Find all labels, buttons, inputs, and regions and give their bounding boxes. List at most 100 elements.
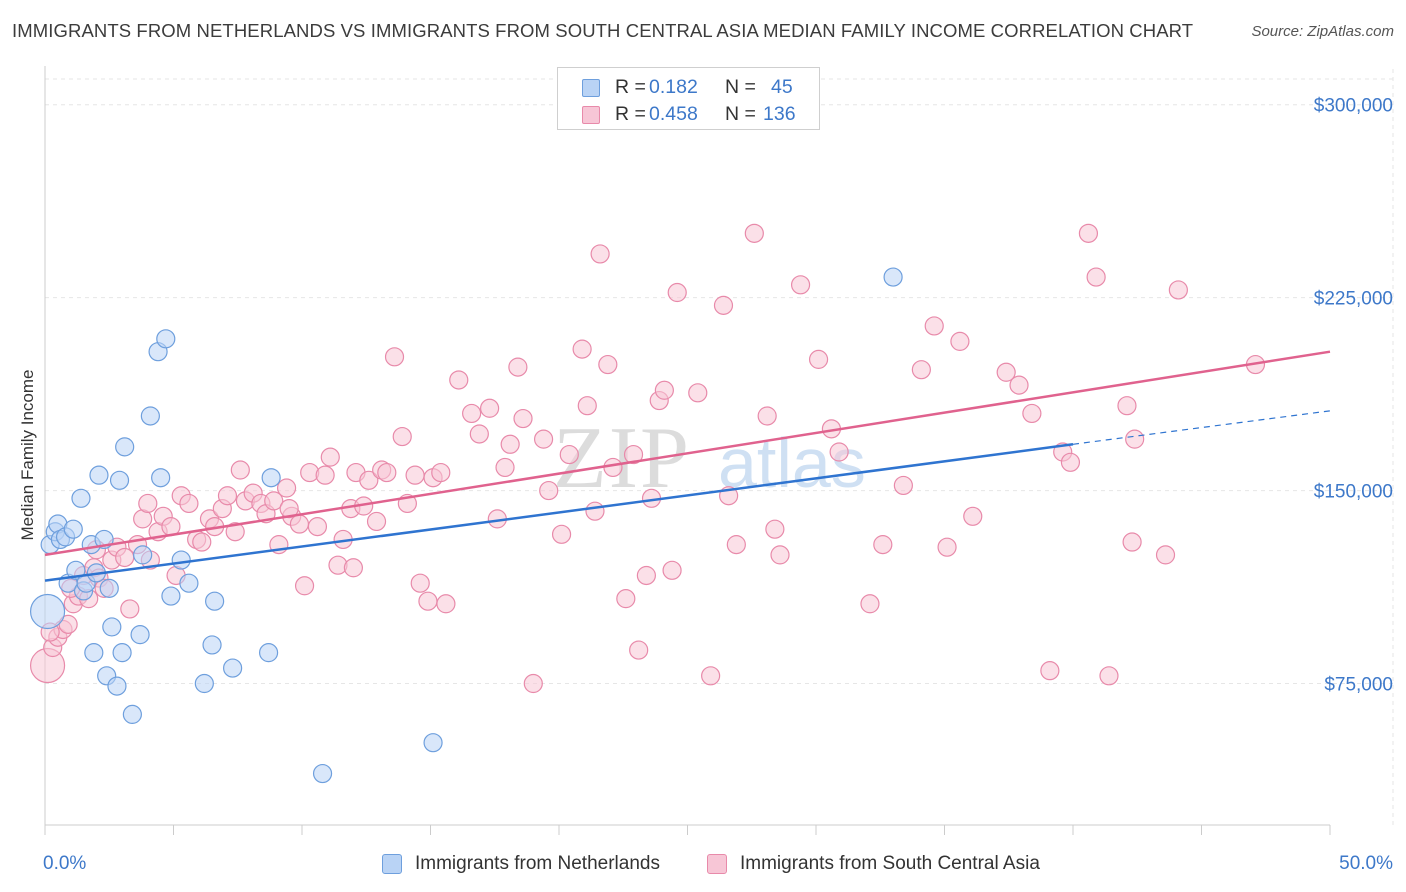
south-central-asia-point (790, 275, 811, 295)
netherlands-point (29, 593, 66, 630)
south-central-asia-point (217, 486, 238, 506)
south-central-asia-point (405, 465, 425, 485)
south-central-asia-point (572, 339, 592, 359)
legend-label-netherlands: Immigrants from Netherlands (415, 853, 660, 874)
netherlands-point (115, 437, 135, 457)
south-central-asia-point (950, 331, 970, 351)
netherlands-point (63, 519, 83, 539)
netherlands-point (122, 704, 142, 724)
legend-n-label: N = (725, 76, 756, 98)
legend-row-netherlands: R = 0.182 N = 45 (558, 73, 819, 103)
south-central-asia-point (585, 501, 605, 521)
netherlands-point (133, 545, 153, 565)
netherlands-point (223, 658, 243, 678)
netherlands-point (258, 643, 279, 663)
south-central-asia-point (629, 640, 649, 660)
south-central-asia-point (1022, 403, 1042, 424)
south-central-asia-point (138, 493, 158, 514)
south-central-asia-point (662, 560, 682, 580)
south-central-asia-point (315, 465, 335, 485)
south-central-asia-point (551, 524, 572, 544)
legend-swatch-pink (707, 854, 727, 874)
netherlands-point (130, 625, 150, 645)
south-central-asia-point (598, 354, 618, 375)
south-central-asia-point (688, 383, 708, 403)
south-central-asia-point (225, 522, 245, 542)
south-central-asia-point (230, 460, 250, 480)
trend-lines (44, 350, 1331, 582)
south-central-asia-point (508, 357, 528, 377)
netherlands-point (179, 573, 199, 593)
netherlands-point (205, 591, 225, 611)
south-central-asia-point (654, 380, 674, 400)
legend-r-label: R = (615, 76, 646, 98)
south-central-asia-point (713, 295, 734, 315)
south-central-asia-point (590, 244, 610, 264)
legend-row-south-central-asia: R = 0.458 N = 136 (558, 100, 819, 130)
south-central-asia-point (294, 576, 315, 596)
legend-r-value: 0.458 (649, 103, 698, 125)
chart-title: IMMIGRANTS FROM NETHERLANDS VS IMMIGRANT… (12, 20, 1194, 41)
south-central-asia-point (307, 516, 328, 537)
south-central-asia-point (559, 444, 579, 465)
south-central-asia-point (410, 573, 430, 593)
south-central-asia-point (829, 442, 849, 462)
legend-n-value: 136 (763, 103, 796, 125)
netherlands-point (102, 617, 122, 637)
south-central-asia-point (1117, 396, 1137, 416)
south-central-asia-point (1155, 545, 1176, 565)
axes (44, 66, 1331, 835)
south-central-asia-point (449, 370, 469, 390)
south-central-asia-point (495, 457, 515, 478)
y-tick-label: $75,000 (1324, 675, 1393, 696)
south-central-asia-point (701, 666, 721, 686)
source-credit: Source: ZipAtlas.com (1251, 23, 1394, 40)
y-tick-label: $225,000 (1314, 289, 1393, 310)
trend-line-netherlands (44, 443, 1074, 582)
south-central-asia-point (860, 594, 880, 614)
south-central-asia-point (1060, 452, 1081, 472)
south-central-asia-point (873, 535, 893, 555)
legend-n-value: 45 (771, 76, 793, 98)
south-central-asia-point (603, 457, 623, 478)
south-central-asia-point (179, 493, 199, 514)
south-central-asia-point (343, 558, 363, 578)
netherlands-point (84, 643, 104, 663)
south-central-asia-point (744, 223, 764, 243)
south-central-asia-point (1125, 429, 1145, 449)
series-south-central-asia (29, 223, 1266, 694)
south-central-asia-point (500, 434, 520, 454)
south-central-asia-point (289, 514, 310, 534)
south-central-asia-point (276, 478, 297, 498)
south-central-asia-point (770, 545, 790, 565)
legend-r-value: 0.182 (649, 76, 698, 98)
south-central-asia-point (377, 462, 397, 483)
south-central-asia-point (392, 426, 412, 447)
south-central-asia-point (1086, 267, 1106, 287)
south-central-asia-point (616, 589, 636, 609)
netherlands-point (112, 643, 132, 663)
legend-swatch-blue (582, 79, 600, 97)
x-tick-label-min: 0.0% (43, 853, 86, 874)
south-central-asia-point (533, 429, 554, 449)
netherlands-point (161, 586, 181, 606)
netherlands-point (202, 635, 222, 655)
south-central-asia-point (667, 282, 687, 303)
south-central-asia-point (1009, 375, 1029, 395)
y-tick-label: $150,000 (1314, 482, 1393, 503)
netherlands-point (883, 267, 903, 287)
legend-r-label: R = (615, 103, 646, 125)
south-central-asia-point (911, 360, 931, 380)
south-central-asia-point (963, 506, 983, 526)
x-tick-label-max: 50.0% (1339, 853, 1393, 874)
south-central-asia-point (577, 396, 597, 416)
legend-n-label: N = (725, 103, 756, 125)
netherlands-point (423, 733, 443, 753)
y-axis-label: Median Family Income (18, 369, 37, 540)
south-central-asia-point (523, 673, 543, 694)
netherlands-point (109, 470, 130, 490)
south-central-asia-point (120, 599, 140, 619)
south-central-asia-point (366, 511, 387, 532)
south-central-asia-point (539, 480, 559, 501)
